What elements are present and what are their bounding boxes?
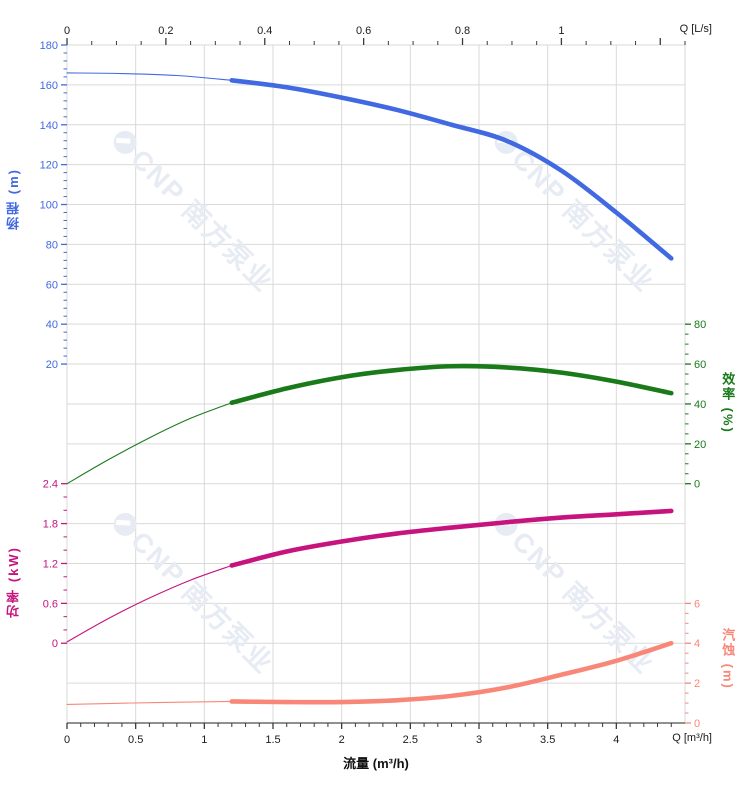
bottom-axis-unit-label: Q [m³/h] [672, 732, 712, 744]
eff-axis: 80 60 40 20 0 [685, 319, 706, 491]
npsh-axis-title: 汽蚀 (m) [720, 628, 736, 690]
head-axis-title: 扬程 (m) [6, 168, 21, 230]
watermark-text: CNP 南方泵业 [506, 143, 661, 298]
y-tick-label: 0 [694, 718, 700, 730]
power-curve-thin [66, 564, 233, 643]
head-curve-thin [66, 72, 233, 81]
top-axis-unit-label: Q [L/s] [679, 23, 712, 35]
y-tick-label: 0 [694, 479, 700, 491]
head-axis: 180 160 140 120 100 80 60 40 20 [40, 40, 67, 371]
x-tick-label: 2.5 [403, 734, 418, 746]
x-tick-label: 0.6 [356, 25, 371, 37]
power-axis-title: 功率 (kW) [6, 546, 21, 618]
y-tick-label: 140 [40, 120, 58, 132]
watermark-text: CNP 南方泵业 [125, 525, 280, 680]
watermark: CNP 南方泵业 [113, 130, 280, 298]
x-tick-label: 3 [476, 734, 482, 746]
bottom-axis: 0 0.5 1 1.5 2 2.5 3 3.5 4 [64, 722, 685, 746]
y-tick-label: 2.4 [43, 479, 58, 491]
y-tick-label: 20 [694, 439, 706, 451]
y-tick-label: 160 [40, 80, 58, 92]
efficiency-curve-thin [66, 402, 233, 485]
y-tick-label: 80 [46, 239, 58, 251]
x-tick-label: 0.8 [455, 25, 470, 37]
y-tick-label: 2 [694, 678, 700, 690]
y-tick-label: 60 [694, 359, 706, 371]
npsh-curve-thin [66, 700, 233, 706]
top-axis: 0 0.2 0.4 0.6 0.8 1 [64, 25, 686, 45]
power-curve-thick [229, 508, 674, 568]
x-tick-label: 0.4 [257, 25, 272, 37]
y-tick-label: 40 [46, 319, 58, 331]
y-tick-label: 0.6 [43, 598, 58, 610]
y-tick-label: 1.8 [43, 519, 58, 531]
x-tick-label: 0 [64, 734, 70, 746]
y-tick-label: 60 [46, 279, 58, 291]
y-tick-label: 100 [40, 200, 58, 212]
watermark: CNP 南方泵业 [113, 512, 280, 680]
y-tick-label: 80 [694, 319, 706, 331]
x-tick-label: 0 [64, 25, 70, 37]
y-tick-label: 40 [694, 399, 706, 411]
y-tick-label: 0 [52, 638, 58, 650]
y-tick-label: 180 [40, 40, 58, 52]
efficiency-axis-title: 效率 (%) [720, 372, 736, 434]
watermark-text: CNP 南方泵业 [506, 525, 661, 680]
x-tick-label: 1 [201, 734, 207, 746]
x-tick-label: 0.2 [158, 25, 173, 37]
x-tick-label: 0.5 [128, 734, 143, 746]
head-curve-thick [229, 77, 674, 261]
y-tick-label: 4 [694, 638, 700, 650]
x-tick-label: 4 [613, 734, 619, 746]
npsh-axis: 6 4 2 0 [685, 598, 700, 730]
y-tick-label: 120 [40, 160, 58, 172]
efficiency-curve-thick [229, 363, 674, 406]
flow-axis-title: 流量 (m³/h) [343, 756, 409, 771]
y-tick-label: 20 [46, 359, 58, 371]
x-tick-label: 3.5 [540, 734, 555, 746]
power-axis: 2.4 1.8 1.2 0.6 0 [43, 479, 67, 650]
x-tick-label: 1 [558, 25, 564, 37]
x-tick-label: 2 [339, 734, 345, 746]
watermark: CNP 南方泵业 [494, 130, 661, 298]
y-tick-label: 6 [694, 598, 700, 610]
y-tick-label: 1.2 [43, 558, 58, 570]
npsh-curve-thick [229, 640, 674, 705]
watermark-text: CNP 南方泵业 [125, 143, 280, 298]
x-tick-label: 1.5 [265, 734, 280, 746]
